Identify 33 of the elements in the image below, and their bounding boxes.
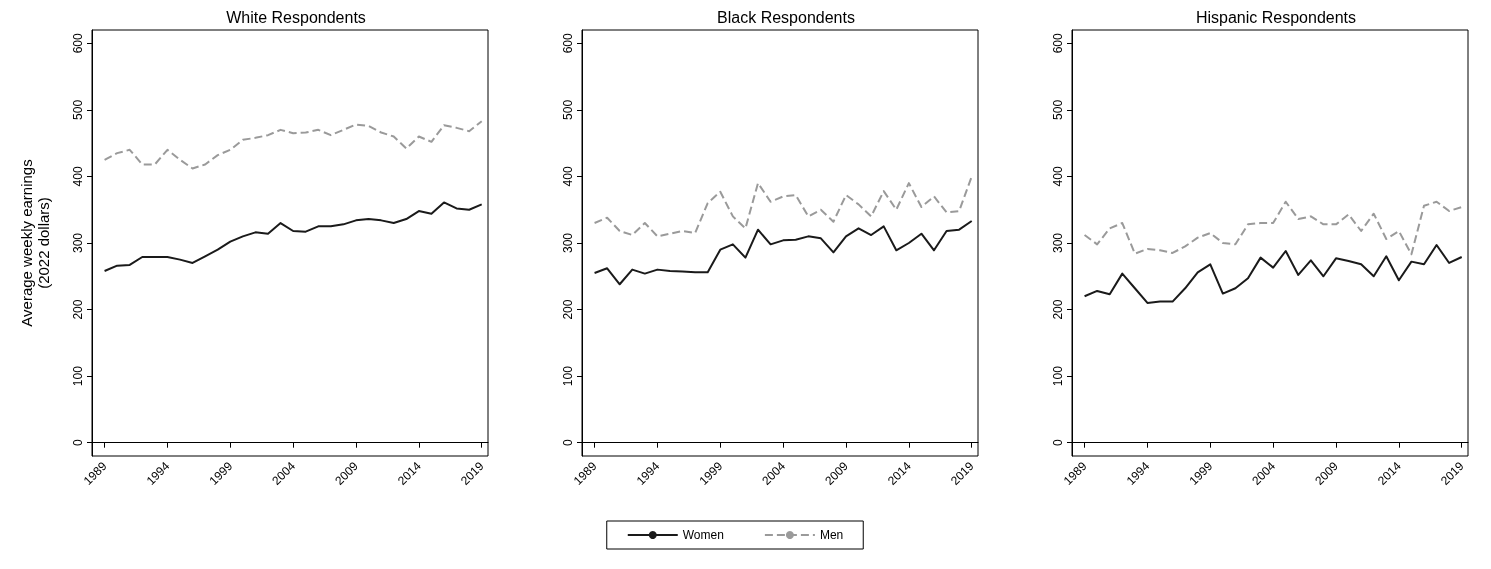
y-tick-label: 0 <box>561 439 575 447</box>
chart-title: Hispanic Respondents <box>1195 8 1357 26</box>
y-axis-title: Average weekly earnings (2022 dollars) <box>18 159 52 327</box>
y-tick-label: 600 <box>561 32 575 54</box>
line-series <box>593 220 973 286</box>
y-tick-label: 600 <box>71 32 85 54</box>
y-tick-label: 0 <box>1051 439 1065 447</box>
y-tick-label: 500 <box>71 99 85 120</box>
y-tick-label: 400 <box>1051 166 1065 187</box>
legend-label: Men <box>819 528 844 542</box>
y-tick-label: 200 <box>71 299 85 320</box>
y-tick-label: 300 <box>71 232 85 254</box>
y-tick-label: 500 <box>561 99 575 120</box>
y-tick-label: 400 <box>561 166 575 187</box>
y-tick-label: 400 <box>71 166 85 187</box>
y-tick-label: 200 <box>561 299 575 320</box>
y-tick-label: 600 <box>1051 32 1065 54</box>
y-tick-label: 300 <box>1051 232 1065 254</box>
line-series <box>103 201 483 272</box>
line-series <box>1083 244 1463 304</box>
y-tick-label: 300 <box>561 232 575 254</box>
y-tick-label: 200 <box>1051 299 1065 320</box>
line-series <box>103 120 483 170</box>
y-tick-label: 100 <box>561 365 575 387</box>
y-tick-label: 100 <box>1051 365 1065 387</box>
chart-title: Black Respondents <box>717 8 855 26</box>
line-series <box>593 175 973 238</box>
chart-title: White Respondents <box>226 8 366 26</box>
legend-label: Women <box>682 528 724 542</box>
line-series <box>1083 200 1463 256</box>
y-tick-label: 0 <box>71 439 85 447</box>
y-tick-label: 500 <box>1051 99 1065 120</box>
y-tick-label: 100 <box>71 365 85 387</box>
